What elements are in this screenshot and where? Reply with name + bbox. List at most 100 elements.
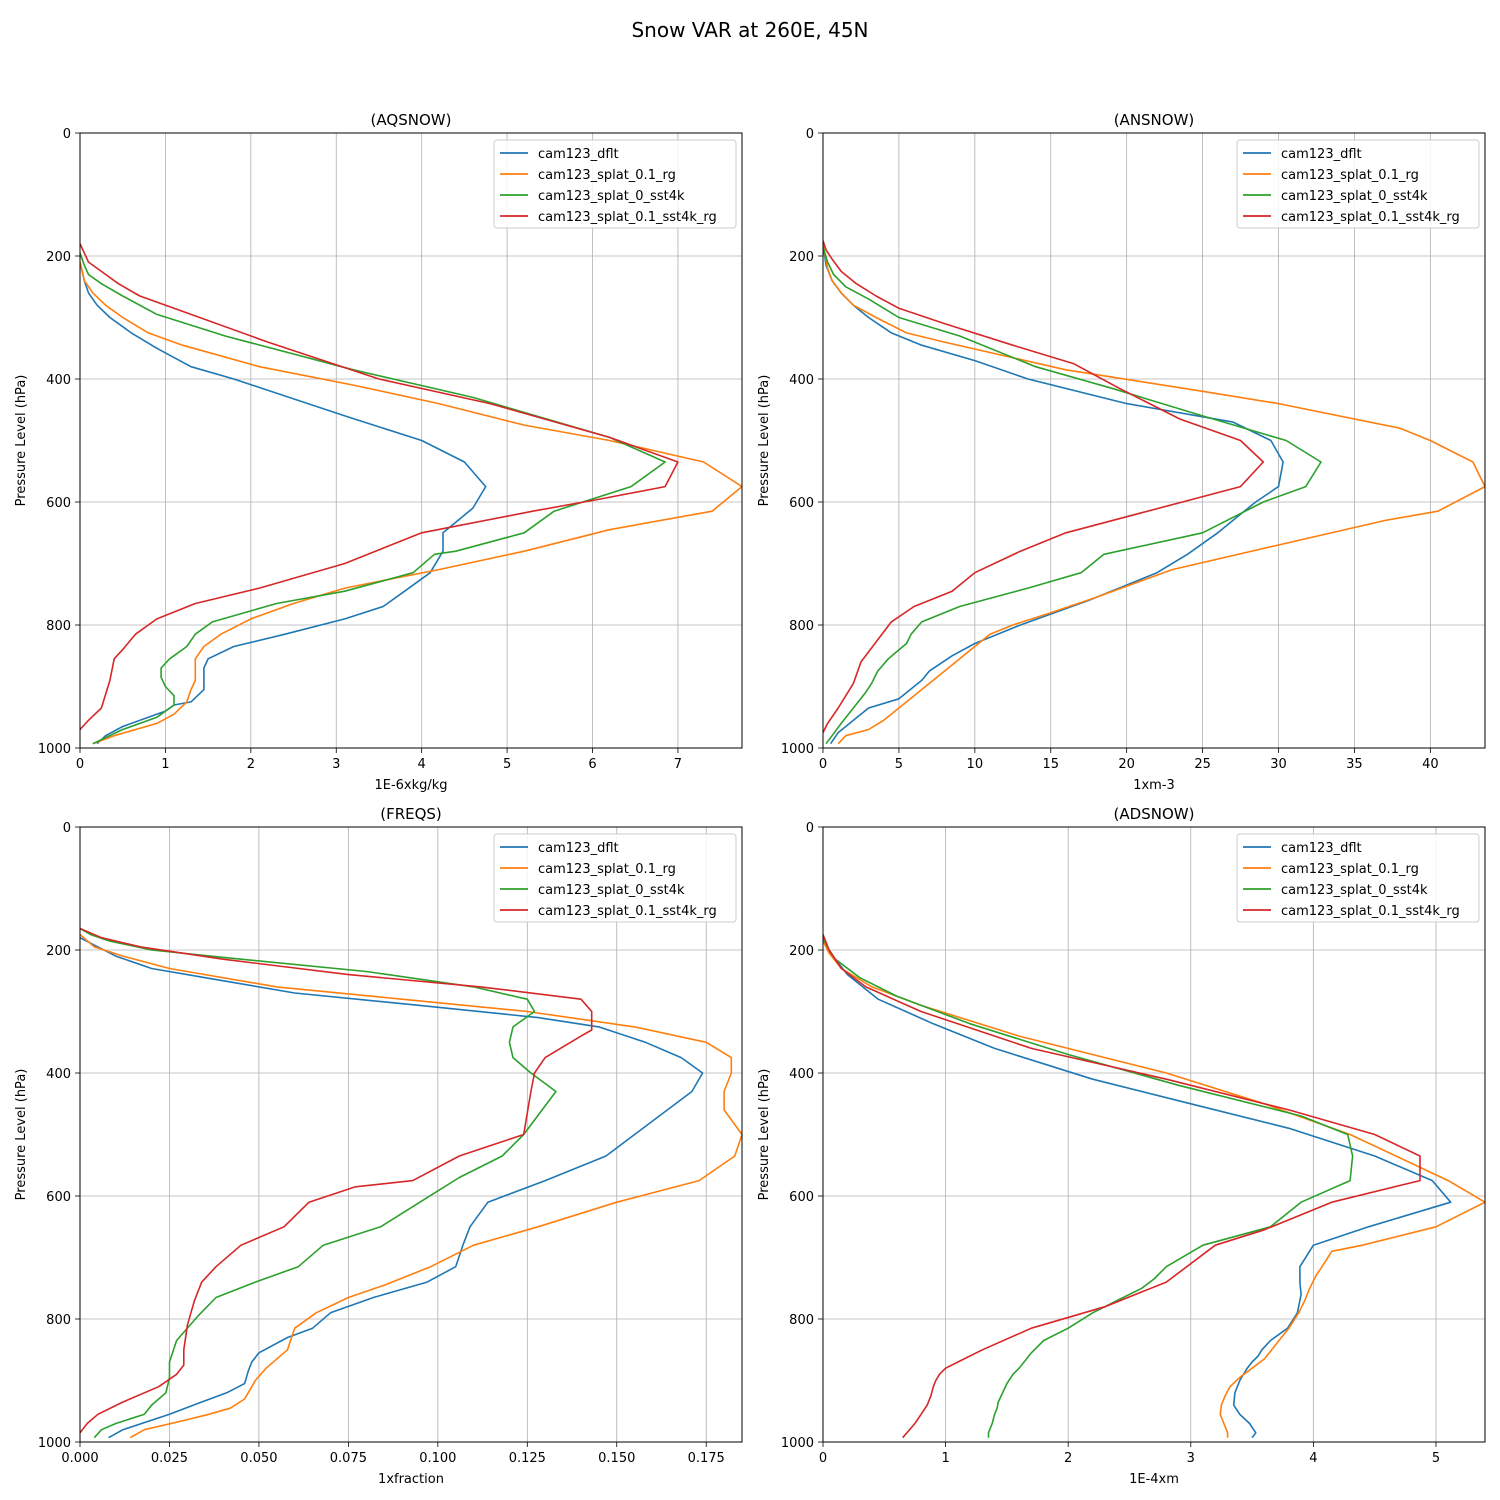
axes-frame bbox=[79, 132, 743, 749]
y-tick-label: 600 bbox=[46, 1190, 71, 1205]
x-tick-label: 3 bbox=[332, 757, 340, 772]
subplots: 0 1 2 3 4 5 6 702004006008001000(AQSNOW)1E-6xkg… bbox=[14, 111, 1486, 1487]
x-tick-label: 4 bbox=[1309, 1451, 1317, 1466]
x-tick-label: 5 bbox=[895, 757, 903, 772]
y-tick-label: 200 bbox=[789, 944, 814, 959]
y-axis-label: Pressure Level (hPa) bbox=[757, 1069, 772, 1201]
x-tick-label: 0 bbox=[819, 1451, 827, 1466]
series-line-cam123_dflt bbox=[823, 937, 1452, 1439]
x-axis-label: 1xfraction bbox=[378, 1472, 444, 1487]
y-tick-label: 1000 bbox=[781, 742, 814, 757]
legend: cam123_dflt cam123_splat_0.1_rg cam123_spl… bbox=[1236, 833, 1480, 923]
x-tick-label: 10 bbox=[967, 757, 984, 772]
subplot-title: (ADSNOW) bbox=[1114, 805, 1195, 823]
y-tick-label: 600 bbox=[789, 1190, 814, 1205]
y-tick-label: 1000 bbox=[38, 742, 71, 757]
series-line-cam123_dflt bbox=[823, 243, 1284, 745]
subplot-title: (AQSNOW) bbox=[371, 111, 452, 129]
x-tick-label: 0.150 bbox=[598, 1451, 635, 1466]
x-tick-label: 2 bbox=[247, 757, 255, 772]
series-line-cam123_splat_0_sst4k bbox=[80, 252, 666, 745]
x-tick-label: 15 bbox=[1042, 757, 1059, 772]
legend: cam123_dflt cam123_splat_0.1_rg cam123_spl… bbox=[493, 139, 737, 229]
x-tick-label: 0.125 bbox=[509, 1451, 546, 1466]
x-axis-label: 1E-6xkg/kg bbox=[374, 778, 447, 793]
legend-label: cam123_dflt bbox=[1281, 147, 1362, 162]
y-axis-label: Pressure Level (hPa) bbox=[14, 375, 29, 507]
x-tick-label: 2 bbox=[1064, 1451, 1072, 1466]
y-tick-label: 1000 bbox=[781, 1436, 814, 1451]
x-tick-label: 0.000 bbox=[61, 1451, 98, 1466]
series-line-cam123_splat_0_sst4k bbox=[823, 246, 1322, 745]
x-tick-label: 0.100 bbox=[419, 1451, 456, 1466]
subplot-0: 0 1 2 3 4 5 6 7 0 200 400 600 800 1000 (AQSNOW) 1E-6xkg… bbox=[14, 111, 743, 793]
x-tick-label: 0.175 bbox=[688, 1451, 725, 1466]
series-line-cam123_splat_0_sst4k bbox=[823, 937, 1354, 1438]
y-tick-label: 200 bbox=[46, 250, 71, 265]
legend-label: cam123_splat_0.1_rg bbox=[538, 168, 676, 183]
x-tick-label: 30 bbox=[1270, 757, 1287, 772]
subplot-2: 0.000 0.025 0.050 0.075 0.100 0.125 0.150 0.175… bbox=[14, 805, 743, 1487]
legend-label: cam123_dflt bbox=[538, 841, 619, 856]
series-line-cam123_dflt bbox=[80, 936, 704, 1439]
series-line-cam123_dflt bbox=[80, 261, 487, 745]
x-tick-label: 35 bbox=[1346, 757, 1363, 772]
series-line-cam123_splat_0.1_rg bbox=[80, 933, 742, 1439]
subplot-title: (ANSNOW) bbox=[1114, 111, 1195, 129]
x-tick-label: 25 bbox=[1194, 757, 1211, 772]
y-tick-label: 600 bbox=[789, 496, 814, 511]
subplot-1: 0 5 10 15 20 25 30 35 4002004006008001000(ANSNOW… bbox=[757, 111, 1486, 793]
y-tick-label: 200 bbox=[46, 944, 71, 959]
x-tick-label: 5 bbox=[503, 757, 511, 772]
legend-label: cam123_splat_0.1_rg bbox=[1281, 168, 1419, 183]
x-tick-label: 5 bbox=[1432, 1451, 1440, 1466]
x-tick-label: 0 bbox=[76, 757, 84, 772]
legend-box bbox=[493, 833, 737, 923]
series-line-cam123_splat_0_sst4k bbox=[80, 927, 557, 1439]
series-line-cam123_splat_0.1_rg bbox=[823, 940, 1485, 1438]
legend-label: cam123_splat_0_sst4k bbox=[538, 883, 685, 898]
legend-box bbox=[1236, 139, 1480, 229]
x-tick-label: 6 bbox=[588, 757, 596, 772]
legend-label: cam123_splat_0_sst4k bbox=[1281, 189, 1428, 204]
series-line-cam123_splat_0.1_sst4k_rg bbox=[80, 927, 593, 1434]
legend: cam123_dflt cam123_splat_0.1_rg cam123_spl… bbox=[1236, 139, 1480, 229]
y-tick-label: 400 bbox=[46, 373, 71, 388]
x-tick-label: 0 bbox=[819, 757, 827, 772]
x-tick-label: 3 bbox=[1187, 1451, 1195, 1466]
legend-label: cam123_dflt bbox=[538, 147, 619, 162]
axes-frame bbox=[79, 826, 743, 1443]
x-tick-label: 0.075 bbox=[330, 1451, 367, 1466]
figure-title: Snow VAR at 260E, 45N bbox=[631, 18, 868, 42]
y-tick-label: 400 bbox=[46, 1067, 71, 1082]
legend-label: cam123_splat_0.1_sst4k_rg bbox=[538, 210, 717, 225]
y-tick-label: 800 bbox=[789, 619, 814, 634]
series-line-cam123_splat_0.1_sst4k_rg bbox=[823, 240, 1265, 733]
x-tick-label: 0.025 bbox=[151, 1451, 188, 1466]
y-tick-label: 600 bbox=[46, 496, 71, 511]
y-axis-label: Pressure Level (hPa) bbox=[757, 375, 772, 507]
legend: cam123_dflt cam123_splat_0.1_rg cam123_spl… bbox=[493, 833, 737, 923]
series-line-cam123_splat_0.1_sst4k_rg bbox=[823, 934, 1421, 1439]
y-tick-label: 800 bbox=[46, 1313, 71, 1328]
legend-label: cam123_dflt bbox=[1281, 841, 1362, 856]
axes-frame bbox=[822, 132, 1486, 749]
x-tick-label: 20 bbox=[1118, 757, 1135, 772]
y-tick-label: 0 bbox=[806, 127, 814, 142]
legend-label: cam123_splat_0.1_sst4k_rg bbox=[1281, 904, 1460, 919]
y-tick-label: 400 bbox=[789, 1067, 814, 1082]
y-tick-label: 800 bbox=[46, 619, 71, 634]
legend-box bbox=[493, 139, 737, 229]
y-tick-label: 200 bbox=[789, 250, 814, 265]
x-tick-label: 40 bbox=[1422, 757, 1439, 772]
series-line-cam123_splat_0.1_rg bbox=[823, 243, 1485, 745]
legend-label: cam123_splat_0.1_sst4k_rg bbox=[538, 904, 717, 919]
series-line-cam123_splat_0.1_sst4k_rg bbox=[80, 243, 679, 731]
subplot-title: (FREQS) bbox=[380, 805, 442, 823]
legend-label: cam123_splat_0_sst4k bbox=[538, 189, 685, 204]
y-tick-label: 1000 bbox=[38, 1436, 71, 1451]
y-tick-label: 0 bbox=[63, 821, 71, 836]
axes-frame bbox=[822, 826, 1486, 1443]
x-tick-label: 1 bbox=[941, 1451, 949, 1466]
